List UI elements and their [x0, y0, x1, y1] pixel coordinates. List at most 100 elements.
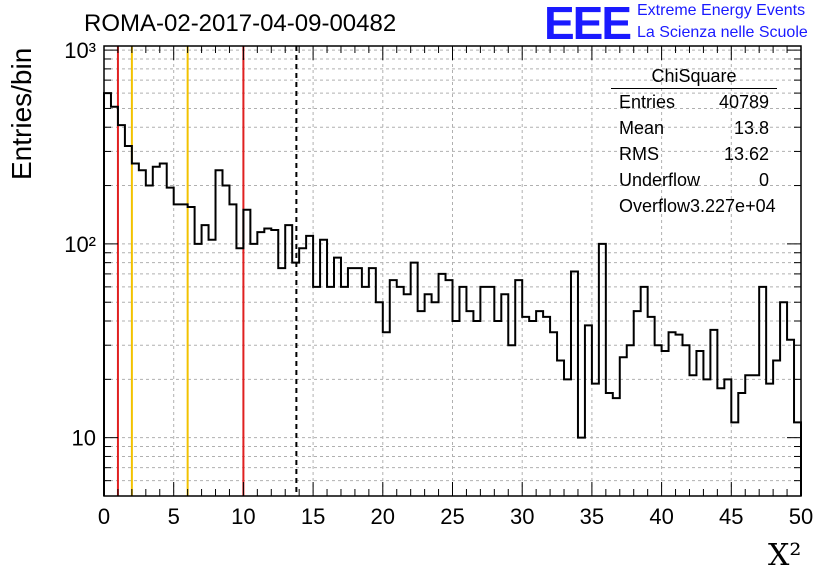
- histogram-bin: [745, 375, 752, 496]
- histogram-bin: [634, 311, 641, 496]
- y-axis-label: Entries/bin: [6, 47, 37, 180]
- histogram-bin: [585, 325, 592, 496]
- stats-value: 3.227e+04: [690, 196, 776, 216]
- histogram-bin: [453, 321, 460, 496]
- x-tick-label: 0: [98, 504, 110, 529]
- histogram-bin: [655, 345, 662, 496]
- logo-line-2: La Scienza nelle Scuole: [637, 24, 808, 41]
- histogram-bin: [487, 287, 494, 496]
- histogram-bin: [181, 204, 188, 496]
- histogram-bin: [766, 384, 773, 496]
- histogram-bin: [717, 388, 724, 496]
- histogram-bin: [118, 125, 125, 496]
- histogram-bin: [780, 302, 787, 496]
- histogram-bin: [508, 345, 515, 496]
- histogram-bin: [383, 332, 390, 496]
- histogram-bin: [627, 345, 634, 496]
- histogram-bin: [676, 335, 683, 496]
- histogram-bin: [243, 210, 250, 496]
- histogram-bin: [229, 204, 236, 496]
- stats-row: Underflow 0: [611, 167, 777, 193]
- histogram-bin: [425, 294, 432, 496]
- y-tick-label: 10³: [64, 38, 96, 63]
- eee-logo: EEE: [544, 0, 632, 49]
- histogram-bin: [724, 379, 731, 496]
- histogram-bin: [543, 317, 550, 496]
- histogram-bin: [550, 332, 557, 496]
- histogram-bin: [669, 332, 676, 496]
- histogram-bin: [557, 361, 564, 496]
- histogram-outline: [103, 92, 802, 496]
- x-tick-label: 35: [580, 504, 604, 529]
- x-tick-label: 20: [371, 504, 395, 529]
- histogram-bin: [787, 340, 794, 496]
- histogram-bin: [648, 317, 655, 496]
- y-tick-label: 10: [72, 426, 96, 451]
- histogram-bin: [794, 422, 801, 496]
- histogram-bin: [459, 287, 466, 496]
- stats-value: 13.8: [733, 118, 769, 138]
- histogram-bin: [599, 244, 606, 496]
- stats-row: Entries 40789: [611, 89, 777, 115]
- histogram-bin: [752, 375, 759, 496]
- histogram-bin: [348, 268, 355, 496]
- histogram-bin: [529, 321, 536, 496]
- stats-label: RMS: [619, 144, 659, 164]
- x-tick-label: 10: [231, 504, 255, 529]
- histogram-bin: [125, 146, 132, 496]
- histogram-bin: [306, 236, 313, 496]
- histogram-bin: [362, 287, 369, 496]
- histogram-bin: [522, 317, 529, 496]
- histogram-bin: [613, 398, 620, 496]
- stats-label: Underflow: [619, 170, 701, 190]
- histogram-bin: [620, 357, 627, 496]
- histogram-bin: [390, 280, 397, 496]
- histogram-bin: [285, 225, 292, 496]
- x-axis-label: X²: [768, 538, 802, 573]
- histogram-bin: [160, 163, 167, 496]
- histogram-bin: [683, 345, 690, 496]
- histogram-bin: [501, 294, 508, 496]
- x-tick-label: 15: [301, 504, 325, 529]
- histogram-bin: [188, 207, 195, 496]
- histogram-bin: [146, 186, 153, 496]
- x-tick-label: 5: [168, 504, 180, 529]
- histogram-bin: [202, 225, 209, 496]
- histogram-bin: [139, 170, 146, 496]
- histogram-bin: [397, 287, 404, 496]
- histogram-bin: [411, 263, 418, 496]
- histogram-bin: [564, 379, 571, 496]
- histogram-bin: [494, 321, 501, 496]
- chart-title: ROMA-02-2017-04-09-00482: [84, 10, 397, 37]
- histogram-bin: [480, 287, 487, 496]
- histogram-bin: [466, 311, 473, 496]
- histogram-bin: [418, 311, 425, 496]
- histogram-bin: [355, 268, 362, 496]
- stats-value: 40789: [718, 92, 769, 112]
- histogram-bin: [167, 188, 174, 496]
- y-tick-label: 10²: [64, 232, 96, 257]
- histogram-bin: [341, 287, 348, 496]
- stats-box: ChiSquare Entries 40789 Mean 13.8 RMS 13…: [611, 66, 777, 219]
- histogram-bin: [271, 230, 278, 496]
- histogram-bin: [299, 248, 306, 496]
- histogram-bin: [759, 287, 766, 496]
- histogram-bin: [313, 287, 320, 496]
- logo-line-1: Extreme Energy Events: [637, 2, 806, 19]
- histogram-bin: [515, 280, 522, 496]
- stats-label: Mean: [619, 118, 665, 138]
- histogram-bin: [264, 229, 271, 496]
- histogram-bin: [320, 240, 327, 496]
- histogram-bin: [536, 311, 543, 496]
- histogram-bin: [236, 248, 243, 496]
- histogram-bin: [153, 167, 160, 496]
- histogram-bin: [174, 204, 181, 496]
- histogram-bin: [250, 244, 257, 496]
- histogram-bin: [446, 280, 453, 496]
- stats-label: Entries: [619, 92, 676, 112]
- histogram-bin: [278, 268, 285, 496]
- histogram-bin: [439, 274, 446, 496]
- histogram-bin: [404, 294, 411, 496]
- histogram-bin: [641, 287, 648, 496]
- histogram-bin: [132, 163, 139, 496]
